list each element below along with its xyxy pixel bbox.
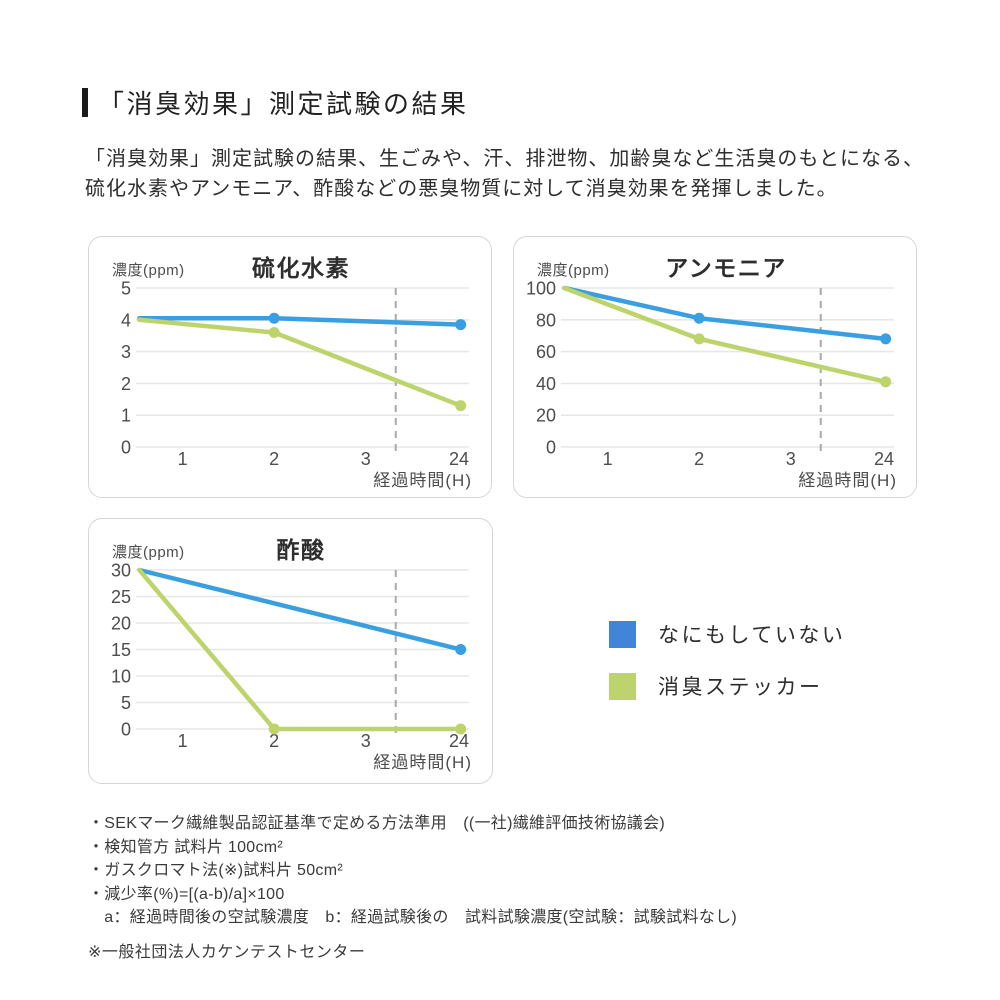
test-center-note: ※一般社団法人カケンテストセンター [88, 944, 366, 961]
y-tick-label: 0 [546, 438, 556, 458]
y-tick-label: 20 [111, 614, 131, 634]
y-tick-label: 25 [111, 587, 131, 607]
intro-paragraph: 「消臭効果」測定試験の結果、生ごみや、汗、排泄物、加齢臭など生活臭のもとになる、… [85, 144, 924, 204]
series-line-blue [562, 285, 888, 342]
y-tick-label: 15 [111, 640, 131, 660]
y-tick-label: 60 [536, 342, 556, 362]
y-tick-label: 5 [121, 693, 131, 713]
data-point-green [693, 333, 705, 345]
page-header: 「消臭効果」測定試験の結果 [82, 84, 469, 121]
data-point-green [880, 376, 892, 388]
footnote-line: ・減少率(%)=[(a-b)/a]×100 [88, 885, 285, 903]
data-point-blue [455, 644, 467, 655]
legend-item-untreated: なにもしていない [609, 619, 845, 649]
data-point-blue [268, 312, 280, 324]
y-tick-label: 4 [121, 310, 131, 330]
chart-title: 硫化水素 [252, 255, 350, 281]
series-line-blue [137, 567, 463, 652]
intro-line-2: 硫化水素やアンモニア、酢酸などの悪臭物質に対して消臭効果を発揮しました。 [85, 178, 838, 200]
x-tick-label: 3 [361, 449, 371, 469]
chart-panel-acetic-acid: 0 5 10 15 20 25 30 1 2 3 24 経過時間(H) 濃度(ppm) 酢酸 [88, 518, 493, 784]
legend-swatch-green [609, 672, 636, 700]
y-tick-label: 20 [536, 406, 556, 426]
footnote-line: ・ガスクロマト法(※)試料片 50cm² [88, 862, 343, 879]
y-axis-label: 濃度(ppm) [112, 262, 185, 279]
legend-item-sticker: 消臭ステッカー [609, 671, 845, 701]
data-point-green [455, 723, 467, 735]
y-tick-label: 3 [121, 342, 131, 362]
chart-acetic-acid: 0 5 10 15 20 25 30 1 2 3 24 経過時間(H) 濃度(ppm) 酢酸 [111, 537, 472, 772]
chart-hydrogen-sulfide: 0 1 2 3 4 5 1 2 3 24 経過時間(H) 濃度(ppm) 硫化水素 [112, 255, 472, 490]
y-tick-label: 0 [121, 720, 131, 740]
x-tick-label: 3 [786, 449, 796, 469]
x-tick-label: 24 [449, 731, 469, 751]
x-tick-label: 24 [449, 449, 469, 469]
chart-ammonia: 0 20 40 60 80 100 1 2 3 24 経過時間(H) 濃度(ppm) アンモニア [526, 255, 897, 490]
footnotes: ・SEKマーク繊維製品認証基準で定める方法準用 ((一社)繊維評価技術協議会) ・… [88, 812, 737, 930]
footnote-line: ・SEKマーク繊維製品認証基準で定める方法準用 ((一社)繊維評価技術協議会) [88, 815, 666, 832]
x-tick-label: 2 [694, 449, 704, 469]
x-tick-label: 2 [269, 731, 279, 751]
x-axis-label: 経過時間(H) [373, 753, 472, 772]
x-axis-label: 経過時間(H) [373, 471, 472, 490]
x-tick-label: 1 [178, 731, 188, 751]
intro-line-1: 「消臭効果」測定試験の結果、生ごみや、汗、排泄物、加齢臭など生活臭のもとになる、 [85, 148, 924, 170]
x-tick-label: 24 [874, 449, 894, 469]
footnote-line: a：経過時間後の空試験濃度 b：経過試験後の 試料試験濃度(空試験：試験試料なし… [88, 909, 738, 926]
data-point-blue [455, 319, 467, 331]
x-tick-label: 2 [269, 449, 279, 469]
x-tick-label: 1 [603, 449, 613, 469]
y-tick-label: 5 [121, 279, 131, 299]
chart-legend: なにもしていない 消臭ステッカー [609, 619, 845, 723]
x-tick-label: 3 [361, 731, 371, 751]
y-tick-label: 30 [111, 561, 131, 581]
y-axis-label: 濃度(ppm) [537, 262, 610, 279]
y-tick-label: 1 [121, 406, 131, 426]
data-point-green [268, 723, 280, 735]
data-point-green [455, 400, 467, 412]
footnote-line: ・検知管方 試料片 100cm² [88, 838, 284, 856]
legend-label-sticker: 消臭ステッカー [658, 676, 823, 699]
y-tick-label: 40 [536, 374, 556, 394]
chart-title: 酢酸 [277, 537, 326, 563]
legend-swatch-blue [609, 620, 636, 648]
y-tick-label: 2 [121, 374, 131, 394]
x-axis-label: 経過時間(H) [798, 471, 897, 490]
page-title: 「消臭効果」測定試験の結果 [98, 89, 469, 119]
chart-panel-ammonia: 0 20 40 60 80 100 1 2 3 24 経過時間(H) 濃度(ppm) アンモニア [513, 236, 917, 498]
data-point-blue [693, 312, 705, 324]
y-tick-label: 10 [111, 667, 131, 687]
y-tick-label: 80 [536, 310, 556, 330]
chart-title: アンモニア [665, 255, 787, 281]
y-tick-label: 0 [121, 438, 131, 458]
data-point-green [268, 327, 280, 339]
chart-panel-hydrogen-sulfide: 0 1 2 3 4 5 1 2 3 24 経過時間(H) 濃度(ppm) 硫化水素 [88, 236, 492, 498]
data-point-blue [880, 333, 892, 345]
y-axis-label: 濃度(ppm) [112, 544, 185, 561]
heading-accent-bar [82, 88, 88, 117]
legend-label-untreated: なにもしていない [658, 624, 846, 647]
y-tick-label: 100 [526, 279, 556, 299]
x-tick-label: 1 [178, 449, 188, 469]
series-line-green [137, 317, 463, 408]
